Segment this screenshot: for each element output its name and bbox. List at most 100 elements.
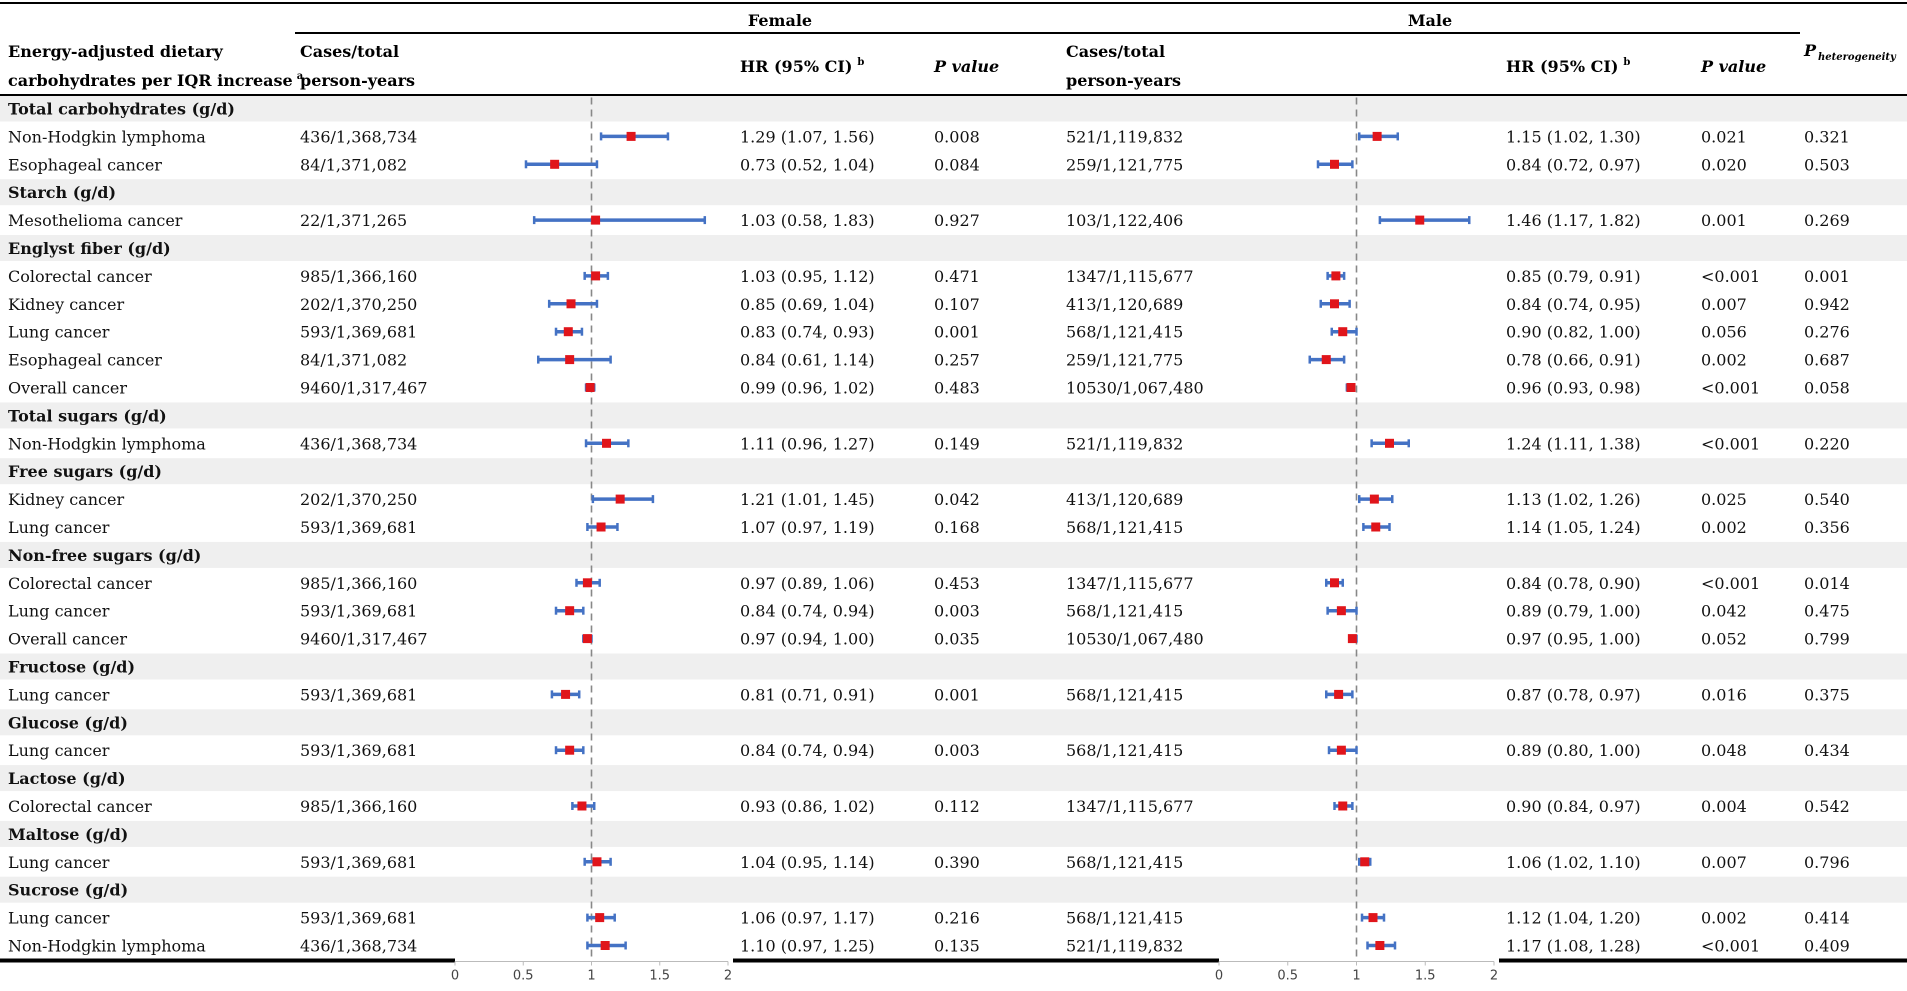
male-cases: 521/1,119,832 (1066, 937, 1183, 956)
outcome-label: Lung cancer (8, 853, 110, 872)
male-hr-point (1372, 131, 1382, 141)
female-cases: 593/1,369,681 (300, 323, 417, 342)
male-p-value: <0.001 (1701, 937, 1760, 956)
male-hr-point (1385, 438, 1394, 448)
male-p-value: 0.001 (1701, 211, 1747, 230)
p-heterogeneity: 0.434 (1804, 741, 1850, 760)
female-p-value: 0.483 (934, 379, 980, 398)
p-heterogeneity: 0.542 (1804, 797, 1850, 816)
outcome-label: Overall cancer (8, 379, 127, 398)
female-hr-ci: 0.73 (0.52, 1.04) (740, 155, 875, 174)
p-heterogeneity: 0.375 (1804, 685, 1850, 704)
male-p-value: 0.020 (1701, 155, 1747, 174)
female-hr-ci: 1.21 (1.01, 1.45) (740, 490, 875, 509)
female-cases: 202/1,370,250 (300, 490, 417, 509)
male-hr-point (1371, 522, 1381, 532)
section-label: Sucrose (g/d) (8, 881, 128, 900)
female-p-value: 0.107 (934, 295, 980, 314)
female-p-value: 0.927 (934, 211, 980, 230)
male-p-value: <0.001 (1701, 267, 1760, 286)
male-hr-ci: 0.89 (0.80, 1.00) (1506, 741, 1641, 760)
male-x-tick-label: 0 (1215, 969, 1223, 984)
male-hr-point (1336, 745, 1346, 755)
male-hr-ci: 0.97 (0.95, 1.00) (1506, 630, 1641, 649)
male-hr-ci: 1.46 (1.17, 1.82) (1506, 211, 1641, 230)
p-heterogeneity: 0.475 (1804, 602, 1850, 621)
header-phet-p: P (1803, 41, 1817, 60)
male-p-value: 0.002 (1701, 351, 1747, 370)
outcome-label: Non-Hodgkin lymphoma (8, 937, 206, 956)
male-hr-ci: 0.90 (0.84, 0.97) (1506, 797, 1641, 816)
section-label: Englyst fiber (g/d) (8, 239, 171, 258)
female-cases: 436/1,368,734 (300, 937, 417, 956)
section-band (0, 820, 1907, 847)
female-hr-point (563, 327, 573, 337)
p-heterogeneity: 0.356 (1804, 518, 1850, 537)
female-cases: 84/1,371,082 (300, 351, 407, 370)
male-cases: 413/1,120,689 (1066, 490, 1183, 509)
male-p-value: 0.002 (1701, 909, 1747, 928)
female-p-value: 0.471 (934, 267, 980, 286)
male-hr-point (1369, 494, 1379, 504)
female-cases: 985/1,366,160 (300, 797, 417, 816)
male-cases: 103/1,122,406 (1066, 211, 1183, 230)
male-hr-point (1346, 383, 1356, 392)
female-hr-ci: 0.83 (0.74, 0.93) (740, 323, 875, 342)
male-hr-point (1331, 271, 1341, 281)
female-cases: 436/1,368,734 (300, 434, 417, 453)
male-hr-point (1330, 159, 1339, 169)
female-p-value: 0.042 (934, 490, 980, 509)
male-p-value: 0.004 (1701, 797, 1747, 816)
male-cases: 10530/1,067,480 (1066, 630, 1204, 649)
male-hr-point (1321, 355, 1331, 365)
male-cases: 568/1,121,415 (1066, 323, 1183, 342)
male-p-value: 0.056 (1701, 323, 1747, 342)
header-exposure-sup: a (297, 71, 304, 82)
female-p-value: 0.003 (934, 741, 980, 760)
female-hr-point (582, 578, 592, 588)
male-x-tick-label: 2 (1490, 969, 1498, 984)
female-hr-ci: 1.06 (0.97, 1.17) (740, 909, 875, 928)
header-male-p: P value (1700, 57, 1766, 76)
header-exposure-line1: Energy-adjusted dietary (8, 42, 224, 61)
male-hr-point (1347, 634, 1357, 644)
female-hr-ci: 1.04 (0.95, 1.14) (740, 853, 875, 872)
female-hr-point (602, 438, 612, 448)
header-phet-sub: heterogeneity (1818, 52, 1897, 63)
section-band (0, 876, 1907, 903)
female-p-value: 0.390 (934, 853, 980, 872)
p-heterogeneity: 0.503 (1804, 155, 1850, 174)
male-hr-point (1360, 857, 1370, 867)
male-hr-ci: 0.89 (0.79, 1.00) (1506, 602, 1641, 621)
female-hr-point (561, 689, 571, 699)
female-x-tick-label: 0.5 (513, 969, 534, 984)
female-cases: 593/1,369,681 (300, 741, 417, 760)
male-hr-point (1375, 941, 1385, 950)
female-p-value: 0.168 (934, 518, 980, 537)
male-hr-ci: 0.96 (0.93, 0.98) (1506, 379, 1641, 398)
male-x-tick-label: 1 (1352, 969, 1360, 984)
female-hr-ci: 1.10 (0.97, 1.25) (740, 937, 875, 956)
male-cases: 521/1,119,832 (1066, 434, 1183, 453)
male-hr-ci: 0.84 (0.72, 0.97) (1506, 155, 1641, 174)
outcome-label: Colorectal cancer (8, 574, 152, 593)
male-p-value: 0.048 (1701, 741, 1747, 760)
female-hr-point (565, 745, 575, 755)
female-cases: 9460/1,317,467 (300, 379, 428, 398)
male-hr-ci: 1.24 (1.11, 1.38) (1506, 434, 1641, 453)
female-p-value: 0.216 (934, 909, 980, 928)
outcome-label: Colorectal cancer (8, 267, 152, 286)
header-male-hr-text: HR (95% CI) (1506, 57, 1618, 76)
female-x-tick-label: 0 (451, 969, 459, 984)
section-label: Lactose (g/d) (8, 769, 126, 788)
p-heterogeneity: 0.799 (1804, 630, 1850, 649)
header-male-hr: HR (95% CI) b (1506, 57, 1630, 76)
male-p-value: <0.001 (1701, 574, 1760, 593)
male-hr-ci: 1.06 (1.02, 1.10) (1506, 853, 1641, 872)
section-band (0, 458, 1907, 485)
outcome-label: Colorectal cancer (8, 797, 152, 816)
male-cases: 1347/1,115,677 (1066, 267, 1194, 286)
header-male-cases-line1: Cases/total (1066, 42, 1165, 61)
header-female-hr-text: HR (95% CI) (740, 57, 852, 76)
